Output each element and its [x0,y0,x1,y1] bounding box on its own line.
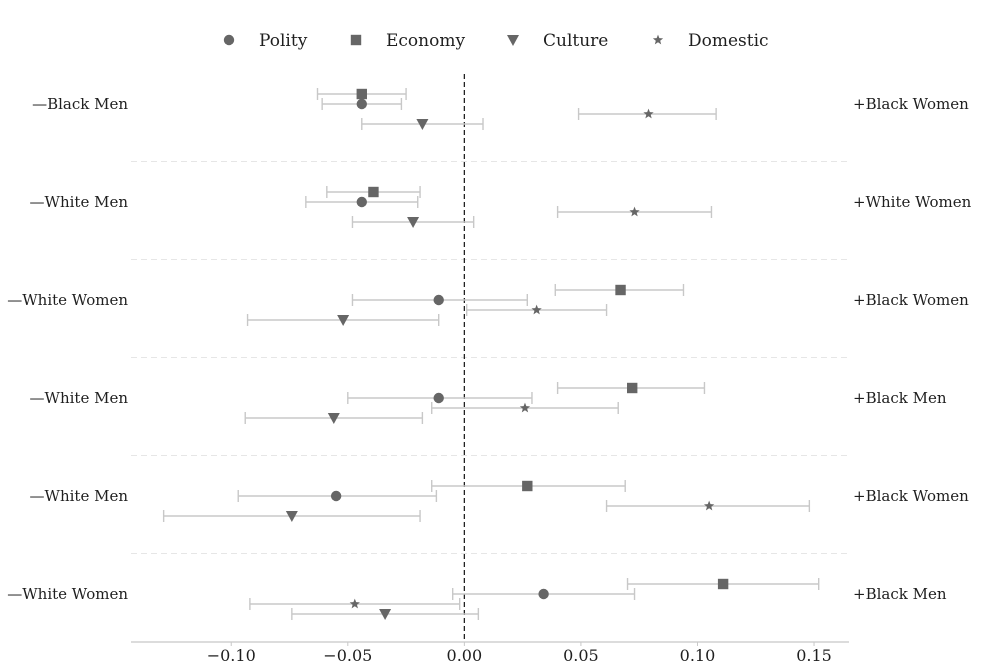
row-right-label: +Black Men [853,389,947,407]
row-left-label: —White Men [30,487,129,505]
point-polity [356,196,367,208]
legend-item-polity: Polity [223,31,308,51]
estimate-culture [291,608,480,620]
point-domestic [531,304,542,315]
point-economy [717,578,729,590]
estimate-polity [347,392,533,404]
row-left-label: —White Women [7,291,128,309]
row-3 [246,284,685,326]
row-left-label: —White Men [30,389,129,407]
legend: Polity Economy Culture Domestic [223,31,769,51]
row-left-label: —White Men [30,193,129,211]
legend-label-economy: Economy [386,31,465,51]
legend-label-polity: Polity [259,31,308,51]
estimate-culture [162,510,421,522]
point-domestic [703,500,715,511]
legend-label-culture: Culture [543,31,608,51]
estimate-domestic [556,206,713,218]
point-economy [615,284,626,296]
estimate-polity [321,98,403,110]
point-domestic [643,108,654,119]
estimate-economy [626,578,820,590]
estimate-domestic [577,108,717,120]
estimate-polity [452,588,636,600]
point-economy [522,480,533,492]
estimate-economy [554,284,685,296]
estimate-domestic [605,500,811,512]
legend-marker-polity-icon [223,34,235,46]
row-right-label: +Black Men [853,585,947,603]
point-polity [433,294,444,306]
point-domestic [349,598,360,609]
point-polity [330,490,342,502]
legend-item-domestic: Domestic [652,31,769,51]
estimate-economy [556,382,706,394]
legend-item-economy: Economy [350,31,465,51]
row-1 [316,88,717,130]
row-5 [162,480,811,522]
row-right-label: +Black Women [853,291,969,309]
point-economy [368,186,379,198]
row-right-label: +Black Women [853,487,969,505]
x-tick-label: −0.10 [207,646,256,665]
point-culture [337,315,350,326]
point-economy [627,382,638,394]
estimate-economy [326,186,421,198]
point-culture [285,511,298,522]
estimate-domestic [465,304,608,316]
estimate-polity [351,294,528,306]
row-2 [305,186,713,228]
x-tick-label: 0.05 [563,646,599,665]
point-polity [356,98,367,110]
point-culture [407,217,420,228]
row-labels: —Black Men +Black Women —White Men +White W… [7,95,971,603]
legend-marker-domestic-icon [652,34,664,45]
estimate-economy [431,480,626,492]
point-culture [327,413,340,424]
row-right-label: +White Women [853,193,972,211]
plot-area [162,88,820,620]
estimate-domestic [249,598,461,610]
point-polity [433,392,444,404]
x-tick-label: −0.05 [323,646,372,665]
point-culture [416,119,429,130]
row-left-label: —White Women [7,585,128,603]
estimate-domestic [431,402,619,414]
point-domestic [519,402,531,413]
x-axis: −0.10 −0.05 0.00 0.05 0.10 0.15 [131,641,849,665]
estimate-culture [244,412,424,424]
point-polity [538,588,549,600]
estimate-polity [237,490,438,502]
estimate-culture [361,118,484,130]
legend-label-domestic: Domestic [688,31,769,51]
legend-item-culture: Culture [507,31,608,51]
estimate-culture [246,314,440,326]
x-tick-label: 0.15 [796,646,832,665]
x-tick-label: 0.10 [680,646,716,665]
point-culture [379,609,392,620]
estimate-polity [305,196,419,208]
legend-marker-economy-icon [350,34,362,46]
x-tick-label: 0.00 [447,646,483,665]
point-economy [356,88,367,100]
point-domestic [629,206,640,217]
estimate-culture [351,216,475,228]
row-right-label: +Black Women [853,95,969,113]
row-6 [249,578,820,620]
row-4 [244,382,706,424]
row-left-label: —Black Men [32,95,128,113]
estimate-economy [316,88,407,100]
legend-marker-culture-icon [507,35,519,46]
